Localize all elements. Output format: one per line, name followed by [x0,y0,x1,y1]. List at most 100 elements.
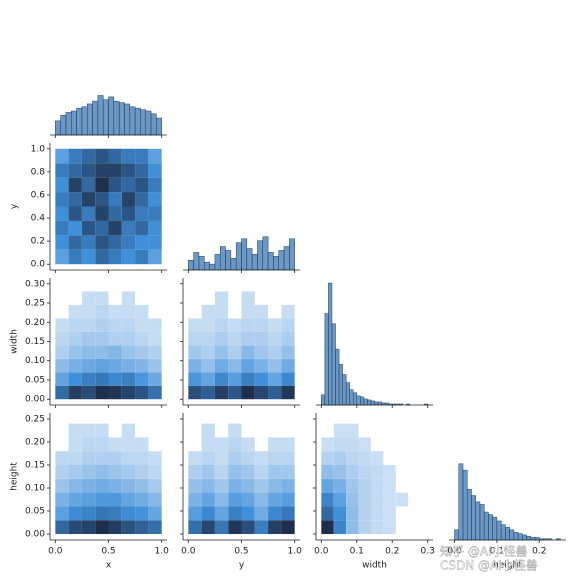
hist2d-cell [68,358,82,373]
hist2d-cell [135,506,149,521]
hist2d-cell [370,520,384,535]
x-tick-label: 0.3 [421,547,435,557]
hist2d-cell [268,492,282,507]
hist2d-cell [268,478,282,493]
hist2d-cell [81,506,96,521]
hist2d-cell [268,358,282,373]
hist2d-cell [254,304,269,319]
y-tick-label: 0.15 [25,337,45,347]
hist2d-cell [135,304,149,319]
y-tick-label: 1.0 [31,144,46,154]
hist2d-cell [121,220,136,236]
hist2d-cell [68,206,82,221]
hist2d-cell [81,520,96,535]
hist2d-cell [268,520,282,535]
hist2d-cell [95,318,109,332]
hist2d-cell [108,177,122,193]
hist2d-cell [55,148,69,164]
hist-bar [522,534,527,541]
hist2d-cell [108,451,122,465]
hist2d-cell [228,318,242,332]
hist2d-cell [121,506,136,521]
hist2d-cell [68,464,82,479]
hist2d-cell [68,372,82,386]
hist-bar [241,238,248,271]
hist2d-cell [121,318,136,332]
hist-bar [60,114,67,136]
hist2d-cell [121,148,136,164]
hist2d-cell [321,506,334,521]
hist2d-cell [148,358,162,373]
hist2d-cell [241,318,255,332]
hist2d-cell [81,478,96,493]
hist-bar [338,364,343,406]
hist2d-cell [214,358,229,373]
hist2d-cell [214,318,229,332]
hist2d-cell [95,291,109,305]
hist2d-cell [321,437,334,452]
hist2d-cell [201,492,215,507]
hist2d-cell [68,423,82,438]
hist2d-cell [121,345,136,359]
hist2d-cell [254,478,269,493]
hist2d-cell [135,163,149,178]
hist-bar [363,398,368,406]
hist2d-cell [108,464,122,479]
hist2d-cell [135,451,149,465]
hist2d-cell [214,520,229,535]
hist-bar [321,394,326,406]
hist2d-cell [95,206,109,221]
hist2d-cell [95,177,109,193]
hist2d-cell [254,358,269,373]
plots: 0.0 0.2 0.4 0.6 0.8 1.0 y 0.00 0.05 0.10 0.15 0.20 0… [10,95,566,571]
hist2d-cell [321,520,334,535]
hist2d-cell [135,177,149,193]
hist2d-cell [241,291,255,305]
hist-bar [76,107,83,136]
hist2d-cell [148,451,162,465]
hist2d-cell [55,177,69,193]
hist2d-cell [55,345,69,359]
hist2d-cell [55,385,69,400]
hist-bar [335,348,340,406]
hist2d-cell [228,385,242,400]
hist2d-cell [383,492,396,507]
hist-bar [352,392,358,406]
x-tick-label: 1.0 [288,547,303,557]
hist2d-cell [121,385,136,400]
hist-bar [324,313,329,406]
hist2d-cell [95,331,109,346]
hist-bar [462,469,468,541]
hist2d-cell [358,464,371,479]
y-tick-label: 0.8 [31,167,46,177]
hist2d-cell [188,492,202,507]
hist-bar [235,242,242,271]
y-tick-label: 0.05 [25,507,45,517]
hist2d-cell [95,464,109,479]
hist2d-cell [228,423,242,438]
hist-bar [193,252,200,271]
hist2d-cell [148,235,162,250]
hist-bar [124,103,131,136]
hist2d-cell [201,318,215,332]
hist2d-cell [214,304,229,319]
hist-bar [517,533,523,541]
hist2d-cell [81,148,96,164]
hist2d-cell [55,192,69,207]
watermark: 知乎 @AI小怪兽 [440,545,528,559]
hist2d-cell [358,478,371,493]
hist-bar [475,501,481,541]
hist-bar [374,401,379,406]
hist2d-cell [108,192,122,207]
hist2d-cell [268,464,282,479]
hist2d-cell [121,358,136,373]
hist2d-cell [68,492,82,507]
hist2d-cell [358,451,371,465]
hist-bar [454,529,459,541]
hist2d-cell [95,423,109,438]
hist-bar [86,103,93,136]
hist2d-cell [370,478,384,493]
hist2d-cell [228,345,242,359]
hist2d-cell [241,385,255,400]
x-tick-label: 1.0 [155,547,170,557]
